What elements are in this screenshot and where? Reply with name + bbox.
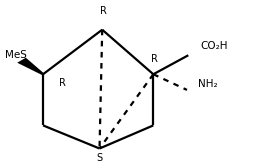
Text: CO₂H: CO₂H	[200, 41, 228, 51]
Text: R: R	[100, 6, 107, 16]
Text: R: R	[59, 78, 66, 87]
Text: S: S	[97, 153, 102, 163]
Polygon shape	[17, 58, 44, 75]
Text: NH₂: NH₂	[198, 79, 217, 89]
Text: MeS: MeS	[5, 50, 27, 60]
Text: R: R	[151, 54, 158, 64]
